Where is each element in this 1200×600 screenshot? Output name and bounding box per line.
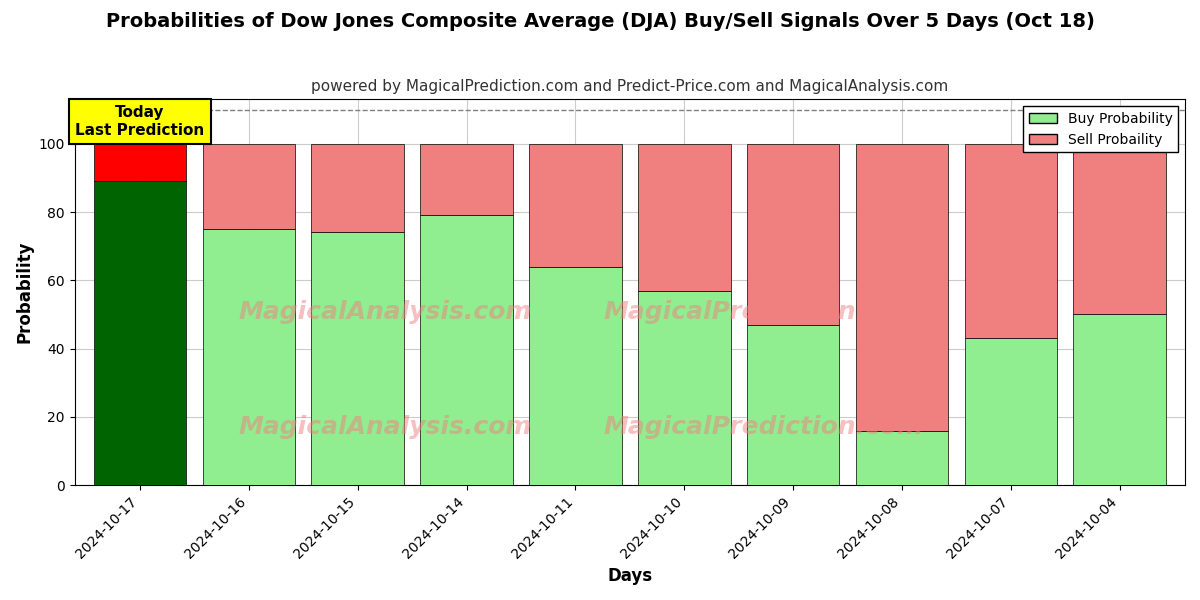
Text: Probabilities of Dow Jones Composite Average (DJA) Buy/Sell Signals Over 5 Days : Probabilities of Dow Jones Composite Ave… (106, 12, 1094, 31)
Bar (965, 338, 1057, 485)
Bar (965, 144, 1057, 338)
Bar (94, 181, 186, 485)
Bar (94, 144, 186, 181)
Bar (746, 144, 839, 325)
Text: MagicalPrediction.com: MagicalPrediction.com (604, 415, 923, 439)
Bar (312, 232, 404, 485)
Bar (203, 229, 295, 485)
Bar (420, 144, 512, 215)
Text: MagicalAnalysis.com: MagicalAnalysis.com (239, 415, 533, 439)
Bar (746, 325, 839, 485)
Text: MagicalPrediction.com: MagicalPrediction.com (604, 299, 923, 323)
Title: powered by MagicalPrediction.com and Predict-Price.com and MagicalAnalysis.com: powered by MagicalPrediction.com and Pre… (311, 79, 948, 94)
Bar (856, 144, 948, 431)
Bar (312, 144, 404, 232)
Bar (420, 215, 512, 485)
Bar (529, 144, 622, 266)
Legend: Buy Probability, Sell Probaility: Buy Probability, Sell Probaility (1024, 106, 1178, 152)
Bar (203, 144, 295, 229)
Bar (638, 144, 731, 290)
X-axis label: Days: Days (607, 567, 653, 585)
Y-axis label: Probability: Probability (16, 241, 34, 343)
Bar (529, 266, 622, 485)
Bar (638, 290, 731, 485)
Bar (856, 431, 948, 485)
Text: Today
Last Prediction: Today Last Prediction (76, 106, 204, 138)
Bar (1074, 144, 1166, 314)
Bar (1074, 314, 1166, 485)
Text: MagicalAnalysis.com: MagicalAnalysis.com (239, 299, 533, 323)
